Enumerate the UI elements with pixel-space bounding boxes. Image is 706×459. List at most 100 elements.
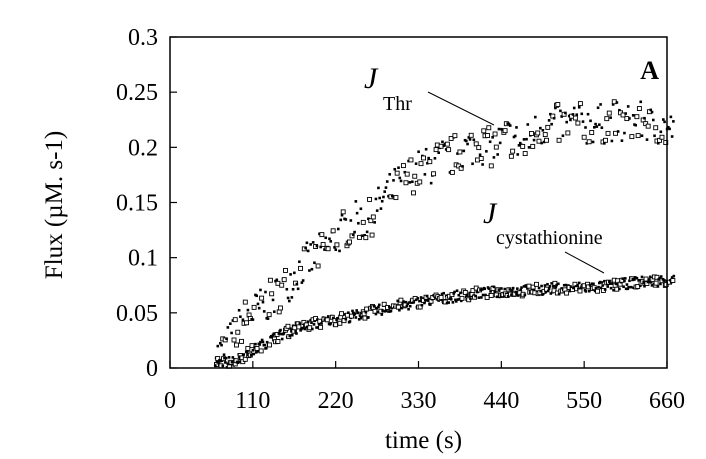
data-point <box>517 144 521 147</box>
data-point <box>452 292 456 295</box>
data-point <box>564 111 567 115</box>
data-point <box>554 285 558 289</box>
data-point <box>646 280 650 284</box>
data-point <box>363 235 369 241</box>
data-point <box>547 287 551 290</box>
data-point <box>507 122 511 126</box>
data-point <box>285 287 289 291</box>
data-point <box>393 167 397 171</box>
data-point <box>488 163 494 169</box>
data-point <box>329 240 333 243</box>
data-point <box>427 159 433 165</box>
x-tick-labels: 0 110 220 330 440 550 660 <box>164 388 685 414</box>
data-point <box>458 165 464 171</box>
data-point <box>597 285 600 289</box>
data-point <box>481 293 485 297</box>
data-point <box>306 320 310 323</box>
data-point <box>408 304 412 308</box>
data-point <box>653 125 659 131</box>
data-point <box>603 288 607 291</box>
data-point <box>649 275 652 279</box>
data-point <box>225 337 228 341</box>
data-point <box>663 279 666 282</box>
data-point <box>548 285 552 288</box>
data-point <box>584 126 587 129</box>
data-point <box>385 180 389 183</box>
data-point <box>357 221 360 225</box>
data-point <box>668 127 671 131</box>
data-point <box>426 299 430 302</box>
data-point <box>368 218 374 224</box>
x-tick-label: 0 <box>164 388 176 414</box>
data-point <box>481 163 484 166</box>
data-point <box>417 150 420 154</box>
data-point <box>397 166 400 170</box>
data-point <box>226 326 230 329</box>
data-point <box>365 230 369 234</box>
data-point <box>224 361 227 364</box>
data-point <box>425 294 429 298</box>
data-point <box>377 305 380 309</box>
data-point <box>420 303 424 307</box>
data-point <box>541 292 545 296</box>
data-point <box>423 173 427 176</box>
data-point <box>522 138 526 141</box>
data-point <box>261 340 265 344</box>
data-point <box>530 143 536 149</box>
data-point <box>394 170 400 176</box>
data-point <box>381 301 387 307</box>
data-point <box>259 340 262 344</box>
x-tick-label: 550 <box>566 388 602 414</box>
data-point <box>470 288 476 294</box>
data-point <box>298 265 303 271</box>
data-point <box>232 317 238 323</box>
data-point <box>324 317 330 323</box>
x-tick-label: 660 <box>649 388 685 414</box>
data-point <box>575 120 581 126</box>
data-point <box>516 153 520 156</box>
data-point <box>476 145 482 151</box>
data-point <box>444 141 450 147</box>
data-point <box>393 195 399 201</box>
data-point <box>610 282 614 285</box>
data-point <box>326 315 330 318</box>
data-point <box>532 138 536 142</box>
data-point <box>462 149 466 153</box>
y-tick-label: 0.25 <box>116 80 158 106</box>
data-point <box>552 280 558 286</box>
data-point <box>269 291 275 297</box>
data-point <box>296 287 300 291</box>
data-point <box>576 283 579 287</box>
annotation-jthr-pointer <box>427 91 495 126</box>
data-point <box>275 278 279 282</box>
data-point <box>525 137 528 141</box>
data-point <box>459 299 463 303</box>
data-point <box>334 248 338 252</box>
data-point <box>384 309 388 313</box>
data-point <box>374 197 378 201</box>
data-point <box>230 360 234 364</box>
data-point <box>298 260 301 264</box>
data-point <box>414 298 418 302</box>
data-point <box>552 285 555 288</box>
data-point <box>626 287 630 291</box>
data-point <box>486 125 492 131</box>
data-point <box>483 287 486 291</box>
data-point <box>304 246 307 250</box>
data-point <box>331 316 335 320</box>
data-point <box>292 325 298 331</box>
data-point <box>577 101 583 107</box>
data-point <box>536 138 542 144</box>
data-point <box>497 288 501 292</box>
data-point <box>639 100 643 104</box>
data-point <box>618 108 621 112</box>
data-point <box>503 287 507 291</box>
data-point <box>275 339 281 344</box>
data-point <box>347 239 352 245</box>
data-point <box>416 297 420 300</box>
data-point <box>357 318 361 321</box>
data-point <box>370 214 376 220</box>
data-point <box>606 110 612 116</box>
data-point <box>572 115 578 121</box>
data-point <box>234 342 239 348</box>
